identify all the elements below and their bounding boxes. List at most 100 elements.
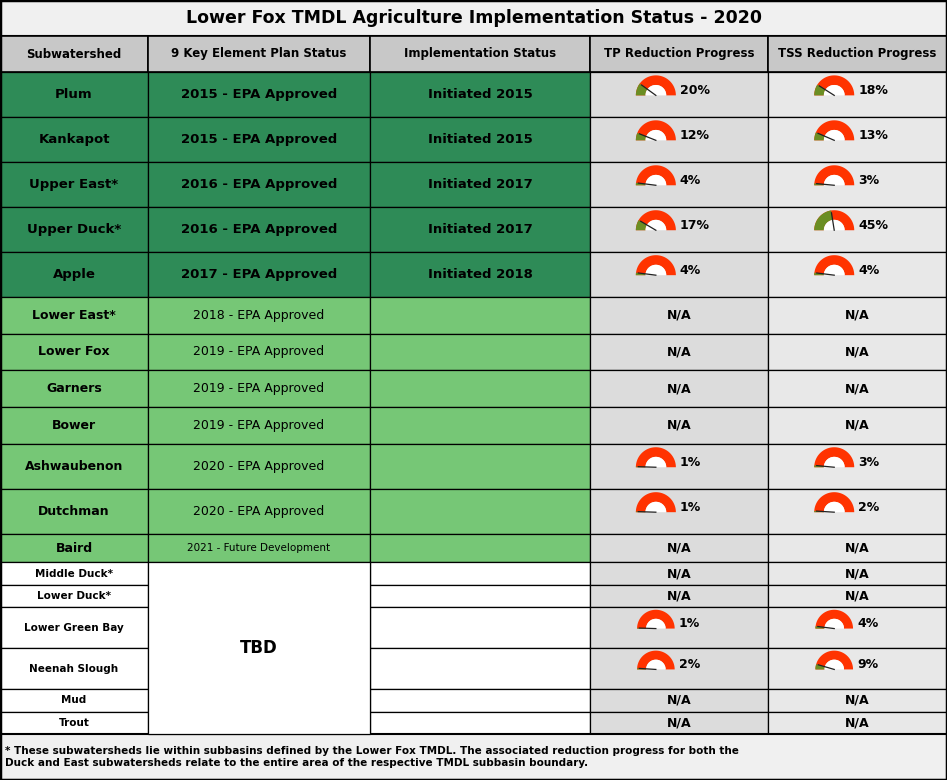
- Bar: [590, 162, 768, 207]
- Polygon shape: [814, 447, 854, 467]
- Bar: [148, 444, 370, 489]
- Polygon shape: [646, 660, 666, 669]
- Polygon shape: [635, 133, 646, 140]
- Bar: [0, 444, 148, 489]
- Bar: [590, 608, 768, 648]
- Bar: [0, 334, 148, 370]
- Text: Lower Duck*: Lower Duck*: [37, 591, 111, 601]
- Text: 1%: 1%: [679, 618, 700, 630]
- Text: 4%: 4%: [680, 264, 701, 277]
- Text: 2016 - EPA Approved: 2016 - EPA Approved: [181, 223, 337, 236]
- Text: 2015 - EPA Approved: 2015 - EPA Approved: [181, 88, 337, 101]
- Bar: [370, 489, 590, 534]
- Text: 1%: 1%: [680, 456, 701, 469]
- Bar: [0, 0, 947, 36]
- Text: Upper Duck*: Upper Duck*: [27, 223, 121, 236]
- Text: 2019 - EPA Approved: 2019 - EPA Approved: [193, 382, 325, 395]
- Polygon shape: [814, 85, 826, 95]
- Bar: [768, 334, 947, 370]
- Text: Initiated 2017: Initiated 2017: [428, 223, 532, 236]
- Bar: [768, 489, 947, 534]
- Text: N/A: N/A: [845, 693, 869, 707]
- Text: Initiated 2017: Initiated 2017: [428, 178, 532, 191]
- Bar: [0, 72, 148, 117]
- Bar: [370, 585, 590, 608]
- Bar: [768, 608, 947, 648]
- Bar: [768, 444, 947, 489]
- Polygon shape: [646, 175, 667, 186]
- Bar: [0, 534, 148, 562]
- Bar: [768, 72, 947, 117]
- Bar: [370, 72, 590, 117]
- Text: 3%: 3%: [858, 174, 880, 186]
- Bar: [370, 252, 590, 296]
- Polygon shape: [824, 457, 845, 467]
- Text: Mud: Mud: [62, 695, 86, 705]
- Text: * These subwatersheds lie within subbasins defined by the Lower Fox TMDL. The as: * These subwatersheds lie within subbasi…: [5, 746, 739, 768]
- Bar: [148, 534, 370, 562]
- Text: Subwatershed: Subwatershed: [27, 48, 121, 61]
- Bar: [768, 648, 947, 689]
- Bar: [768, 370, 947, 407]
- Bar: [590, 407, 768, 444]
- Bar: [0, 207, 148, 252]
- Text: Apple: Apple: [53, 268, 96, 281]
- Text: N/A: N/A: [845, 541, 869, 555]
- Polygon shape: [824, 264, 845, 275]
- Text: 2020 - EPA Approved: 2020 - EPA Approved: [193, 460, 325, 473]
- Text: Baird: Baird: [56, 541, 93, 555]
- Text: Middle Duck*: Middle Duck*: [35, 569, 113, 579]
- Bar: [768, 585, 947, 608]
- Polygon shape: [637, 651, 674, 669]
- Bar: [768, 711, 947, 734]
- Text: 13%: 13%: [858, 129, 888, 142]
- Bar: [148, 117, 370, 162]
- Bar: [590, 370, 768, 407]
- Polygon shape: [815, 665, 825, 669]
- Polygon shape: [824, 85, 845, 95]
- Text: 2019 - EPA Approved: 2019 - EPA Approved: [193, 346, 325, 359]
- Polygon shape: [814, 133, 825, 140]
- Bar: [370, 534, 590, 562]
- Bar: [768, 207, 947, 252]
- Polygon shape: [814, 183, 824, 186]
- Polygon shape: [635, 447, 676, 467]
- Polygon shape: [814, 165, 854, 186]
- Text: 2019 - EPA Approved: 2019 - EPA Approved: [193, 419, 325, 432]
- Text: 2015 - EPA Approved: 2015 - EPA Approved: [181, 133, 337, 146]
- Text: 2020 - EPA Approved: 2020 - EPA Approved: [193, 505, 325, 518]
- Text: 45%: 45%: [858, 218, 888, 232]
- Text: N/A: N/A: [845, 346, 869, 359]
- Bar: [0, 407, 148, 444]
- Text: Kankapot: Kankapot: [38, 133, 110, 146]
- Polygon shape: [635, 76, 676, 95]
- Bar: [768, 252, 947, 296]
- Polygon shape: [637, 610, 674, 629]
- Text: N/A: N/A: [845, 309, 869, 321]
- Text: Plum: Plum: [55, 88, 93, 101]
- Polygon shape: [824, 130, 845, 140]
- Text: 4%: 4%: [680, 174, 701, 186]
- Polygon shape: [824, 175, 845, 186]
- Bar: [148, 407, 370, 444]
- Text: 2%: 2%: [858, 501, 880, 514]
- Text: N/A: N/A: [667, 419, 691, 432]
- Text: N/A: N/A: [667, 590, 691, 603]
- Bar: [370, 562, 590, 585]
- Bar: [0, 252, 148, 296]
- Bar: [0, 296, 148, 334]
- Polygon shape: [815, 651, 853, 669]
- Bar: [0, 648, 148, 689]
- Text: N/A: N/A: [845, 567, 869, 580]
- Polygon shape: [646, 130, 667, 140]
- Polygon shape: [635, 492, 676, 512]
- Polygon shape: [637, 668, 646, 669]
- Bar: [590, 36, 768, 72]
- Bar: [370, 370, 590, 407]
- Bar: [370, 36, 590, 72]
- Bar: [370, 207, 590, 252]
- Text: Dutchman: Dutchman: [38, 505, 110, 518]
- Text: Initiated 2015: Initiated 2015: [428, 88, 532, 101]
- Bar: [370, 117, 590, 162]
- Text: N/A: N/A: [667, 382, 691, 395]
